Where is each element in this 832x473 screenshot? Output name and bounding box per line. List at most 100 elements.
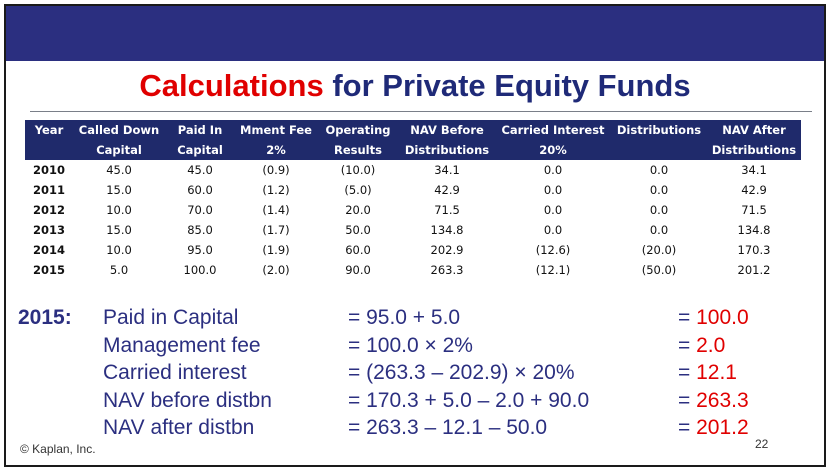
calc-expression: = 100.0 × 2% (348, 333, 473, 357)
table-cell: 90.0 (345, 263, 371, 277)
table-cell: 45.0 (187, 163, 213, 177)
calc-row-nav-before: NAV before distbn = 170.3 + 5.0 – 2.0 + … (18, 389, 818, 417)
table-cell: 134.8 (430, 223, 464, 237)
table-cell: 71.5 (434, 203, 460, 217)
table-cell: 60.0 (187, 183, 213, 197)
header-distributions: Distributions (611, 120, 707, 160)
table-cell: 0.0 (649, 203, 669, 217)
table-cell: 34.1 (741, 163, 767, 177)
table-cell: 134.8 (737, 223, 771, 237)
calc-result: = 2.0 (678, 333, 726, 357)
table-row: 2013 15.0 85.0 (1.7) 50.0 134.8 0.0 0.0 … (25, 220, 801, 240)
table-cell: 60.0 (345, 243, 371, 257)
table-cell: (2.0) (262, 263, 290, 277)
table-cell: (20.0) (641, 243, 677, 257)
table-cell: 10.0 (106, 203, 132, 217)
table-cell: 202.9 (430, 243, 464, 257)
title-rest: for Private Equity Funds (323, 68, 691, 103)
table-cell: 0.0 (649, 223, 669, 237)
calc-result: = 263.3 (678, 388, 749, 412)
header-nav-before: NAV Before Distributions (399, 120, 495, 160)
table-row: 2012 10.0 70.0 (1.4) 20.0 71.5 0.0 0.0 7… (25, 200, 801, 220)
header-year: Year (25, 120, 73, 160)
calc-label: Management fee (103, 333, 261, 357)
header-carried-interest: Carried Interest 20% (495, 120, 611, 160)
table-cell: 71.5 (741, 203, 767, 217)
table-cell: 0.0 (543, 183, 563, 197)
table-cell: (50.0) (641, 263, 677, 277)
table-cell: 15.0 (106, 183, 132, 197)
calc-label: Paid in Capital (103, 306, 239, 329)
calc-result: = 100.0 (678, 306, 749, 329)
table-cell: 263.3 (430, 263, 464, 277)
table-cell: (1.9) (262, 243, 290, 257)
header-bar (6, 6, 824, 61)
table-row: 2011 15.0 60.0 (1.2) (5.0) 42.9 0.0 0.0 … (25, 180, 801, 200)
table-cell: (5.0) (344, 183, 372, 197)
table-cell: (1.7) (262, 223, 290, 237)
table-cell: (10.0) (340, 163, 376, 177)
calc-label: Carried interest (103, 361, 247, 384)
cell-year: 2010 (32, 163, 65, 177)
calculation-block: 2015: Paid in Capital = 95.0 + 5.0 = 100… (18, 306, 818, 444)
table-cell: (12.6) (535, 243, 571, 257)
calc-row-mgmt-fee: Management fee = 100.0 × 2% = 2.0 (18, 334, 818, 362)
table-cell: 50.0 (345, 223, 371, 237)
cell-year: 2014 (32, 243, 65, 257)
calc-expression: = 170.3 + 5.0 – 2.0 + 90.0 (348, 388, 590, 412)
table-cell: 0.0 (543, 163, 563, 177)
slide-title: Calculations for Private Equity Funds (6, 68, 824, 104)
calc-row-nav-after: NAV after distbn = 263.3 – 12.1 – 50.0 =… (18, 416, 818, 444)
calc-label: NAV before distbn (103, 388, 272, 412)
table-cell: 100.0 (183, 263, 217, 277)
cell-year: 2015 (32, 263, 65, 277)
table-cell: 170.3 (737, 243, 771, 257)
table-cell: 34.1 (434, 163, 460, 177)
copyright-text: © Kaplan, Inc. (20, 442, 96, 456)
calc-expression: = (263.3 – 202.9) × 20% (348, 361, 575, 384)
table-cell: 95.0 (187, 243, 213, 257)
calc-result: = 201.2 (678, 416, 749, 439)
header-called-down: Called Down Capital (73, 120, 165, 160)
page-number: 22 (755, 437, 769, 451)
table-cell: 42.9 (434, 183, 460, 197)
table-cell: 0.0 (649, 163, 669, 177)
title-divider (30, 111, 812, 112)
table-cell: 10.0 (106, 243, 132, 257)
table-cell: (1.4) (262, 203, 290, 217)
calc-label: NAV after distbn (103, 416, 255, 439)
table-cell: 70.0 (187, 203, 213, 217)
header-nav-after: NAV After Distributions (707, 120, 801, 160)
table-cell: 85.0 (187, 223, 213, 237)
slide: Calculations for Private Equity Funds (4, 4, 826, 467)
table-cell: (1.2) (262, 183, 290, 197)
table-cell: (12.1) (535, 263, 571, 277)
header-paid-in: Paid In Capital (165, 120, 235, 160)
table-header-row: Year Called Down Capital Paid In Capital M… (25, 120, 801, 160)
table-cell: 0.0 (543, 203, 563, 217)
header-operating: Operating Results (317, 120, 399, 160)
table-cell: 42.9 (741, 183, 767, 197)
calc-expression: = 95.0 + 5.0 (348, 306, 461, 329)
table-cell: 0.0 (543, 223, 563, 237)
table-cell: (0.9) (262, 163, 290, 177)
table-cell: 20.0 (345, 203, 371, 217)
calc-result: = 12.1 (678, 361, 737, 384)
cell-year: 2012 (32, 203, 65, 217)
table-cell: 15.0 (106, 223, 132, 237)
calc-year: 2015: (18, 306, 72, 329)
table-row: 2010 45.0 45.0 (0.9) (10.0) 34.1 0.0 0.0… (25, 160, 801, 180)
pe-fund-table: Year Called Down Capital Paid In Capital M… (25, 120, 801, 280)
header-mment-fee: Mment Fee 2% (235, 120, 317, 160)
calc-row-carried-interest: Carried interest = (263.3 – 202.9) × 20%… (18, 361, 818, 389)
calc-expression: = 263.3 – 12.1 – 50.0 (348, 416, 548, 439)
table-cell: 0.0 (649, 183, 669, 197)
title-accent: Calculations (139, 68, 324, 103)
table-cell: 5.0 (109, 263, 129, 277)
cell-year: 2013 (32, 223, 65, 237)
calc-row-paid-in: 2015: Paid in Capital = 95.0 + 5.0 = 100… (18, 306, 818, 334)
table-row: 2014 10.0 95.0 (1.9) 60.0 202.9 (12.6) (… (25, 240, 801, 260)
table-cell: 201.2 (737, 263, 771, 277)
table-cell: 45.0 (106, 163, 132, 177)
cell-year: 2011 (32, 183, 65, 197)
